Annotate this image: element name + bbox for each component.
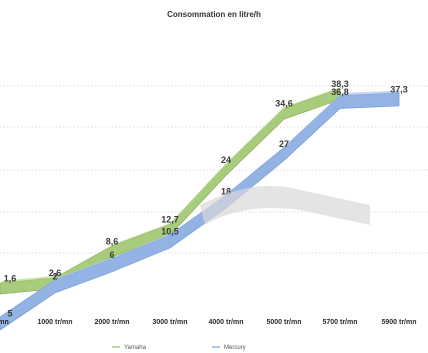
data-label-mercury: 37,3 <box>390 84 408 94</box>
x-tick-label: 5700 tr/mn <box>322 319 357 326</box>
data-label-yamaha: 12,7 <box>161 215 179 225</box>
x-tick-label: 3000 tr/mn <box>152 319 187 326</box>
data-label-yamaha: 38,3 <box>331 79 349 89</box>
data-label-mercury: 2 <box>52 271 57 281</box>
data-label-mercury: 5 <box>7 309 12 319</box>
data-label-yamaha: 34,6 <box>275 99 293 109</box>
data-label-mercury: 6 <box>109 250 114 260</box>
ribbon-shadow <box>200 185 370 225</box>
data-label-yamaha: 8,6 <box>106 236 119 246</box>
data-label-mercury: 36,8 <box>331 87 349 97</box>
legend-label-yamaha: Yamaha <box>124 345 147 351</box>
x-tick-label: 1000 tr/mn <box>37 319 72 326</box>
data-label-mercury: 27 <box>279 139 289 149</box>
x-tick-label: 5900 tr/mn <box>381 319 416 326</box>
x-tick-label: tr/mn <box>0 319 9 326</box>
data-label-mercury: 10,5 <box>161 226 179 236</box>
data-label-yamaha: 24 <box>221 155 231 165</box>
legend-label-mercury: Mercury <box>224 345 246 351</box>
data-label-yamaha: 1,6 <box>4 274 17 284</box>
x-tick-label: 5000 tr/mn <box>266 319 301 326</box>
chart-title: Consommation en litre/h <box>167 10 261 19</box>
data-label-yamaha: 2,6 <box>49 268 62 278</box>
x-tick-label: 4000 tr/mn <box>208 319 243 326</box>
x-tick-label: 2000 tr/mn <box>94 319 129 326</box>
data-label-mercury: 18 <box>221 187 231 197</box>
